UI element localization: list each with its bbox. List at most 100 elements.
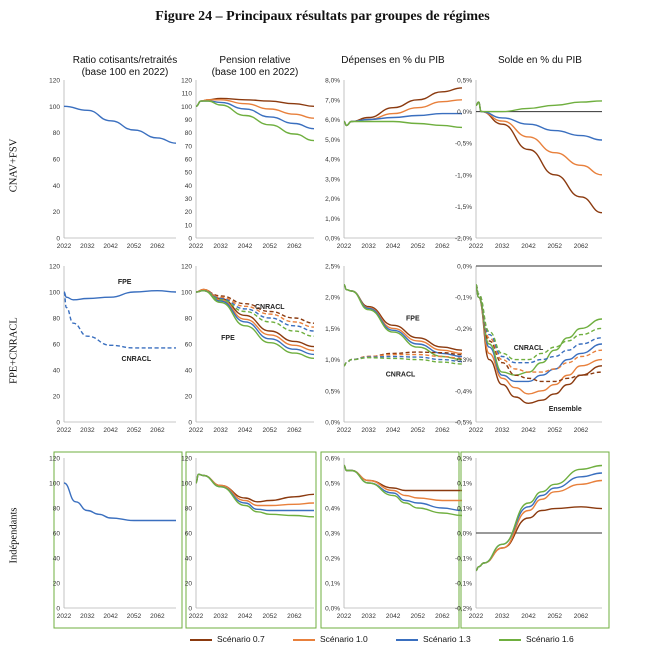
series-line	[195, 288, 315, 352]
y-tick-label: 80	[53, 316, 61, 323]
y-tick-label: 20	[185, 581, 193, 588]
x-tick-label: 2022	[469, 243, 484, 250]
y-tick-label: 20	[53, 581, 61, 588]
x-tick-label: 2052	[548, 613, 563, 620]
panel-border	[320, 451, 460, 629]
series-line	[475, 284, 603, 373]
chart-panel-c02: 0,0% 1,0% 2,0% 3,0% 4,0% 5,0% 6,0% 7,0% 8,0% 2022…	[325, 78, 463, 250]
y-tick-label: 120	[181, 456, 192, 463]
legend-swatch	[190, 639, 212, 641]
y-tick-label: 100	[181, 290, 192, 297]
y-tick-label: 100	[49, 104, 60, 111]
x-tick-label: 2032	[213, 427, 228, 434]
x-tick-label: 2022	[337, 613, 352, 620]
x-tick-label: 2032	[80, 427, 95, 434]
y-tick-label: 120	[49, 264, 60, 271]
series-line	[475, 472, 603, 572]
y-tick-label: 0,2%	[325, 556, 340, 563]
y-tick-label: 80	[185, 506, 193, 513]
x-tick-label: 2052	[411, 243, 426, 250]
y-tick-label: 100	[49, 290, 60, 297]
x-tick-label: 2062	[574, 613, 589, 620]
series-line	[63, 105, 177, 144]
figure-title: Figure 24 – Principaux résultats par gro…	[155, 9, 490, 24]
x-tick-label: 2042	[103, 427, 118, 434]
annotation-label: FPE	[118, 279, 132, 286]
x-tick-label: 2052	[263, 243, 278, 250]
y-tick-label: 70	[185, 143, 193, 150]
y-tick-label: 0,0%	[457, 531, 472, 538]
x-tick-label: 2042	[521, 613, 536, 620]
annotation-label: CNRACL	[386, 371, 416, 378]
y-tick-label: 6,0%	[325, 117, 340, 124]
panel-border	[460, 451, 610, 629]
series-line	[343, 356, 463, 367]
annotation-label: Ensemble	[549, 406, 582, 413]
x-tick-label: 2042	[238, 427, 253, 434]
x-tick-label: 2052	[411, 613, 426, 620]
y-tick-label: 40	[185, 183, 193, 190]
series-line	[343, 284, 463, 355]
legend-item: Scénario 0.7	[190, 633, 290, 647]
y-tick-label: 10	[185, 222, 193, 229]
series-line	[63, 291, 176, 349]
x-tick-label: 2022	[57, 613, 72, 620]
y-tick-label: 120	[49, 78, 60, 85]
x-tick-label: 2052	[411, 427, 426, 434]
y-tick-label: 50	[185, 170, 193, 177]
x-tick-label: 2032	[495, 613, 510, 620]
x-tick-label: 2022	[337, 243, 352, 250]
legend-label: Scénario 1.3	[423, 634, 471, 644]
x-tick-label: 2052	[548, 427, 563, 434]
y-tick-label: 100	[49, 481, 60, 488]
annotation-label: CNRACL	[122, 356, 152, 363]
annotation-label: FPE	[406, 315, 420, 322]
y-tick-label: 60	[53, 157, 61, 164]
series-line	[63, 289, 177, 301]
column-title-line: (base 100 en 2022)	[211, 67, 299, 78]
column-title-depenses: Dépenses en % du PIB	[328, 55, 458, 67]
series-line	[343, 284, 463, 351]
chart-panel-c21: 0 20 40 60 80 100 120 2022 2032 2042 2052 2062	[181, 451, 317, 629]
x-tick-label: 2062	[287, 243, 302, 250]
series-line	[343, 464, 463, 512]
x-tick-label: 2022	[337, 427, 352, 434]
legend: Scénario 0.7 Scénario 1.0 Scénario 1.3 S…	[190, 633, 630, 647]
y-tick-label: 3,0%	[325, 176, 340, 183]
x-tick-label: 2052	[127, 243, 142, 250]
series-line	[343, 112, 463, 127]
legend-swatch	[396, 639, 418, 641]
y-tick-label: 1,0%	[325, 357, 340, 364]
chart-panel-c00: 0 20 40 60 80 100 120 2022 2032 2042 2052 2062	[49, 78, 177, 250]
series-line	[343, 464, 462, 502]
x-tick-label: 2052	[127, 613, 142, 620]
y-tick-label: 1,0%	[325, 216, 340, 223]
x-tick-label: 2022	[469, 427, 484, 434]
x-tick-label: 2062	[574, 427, 589, 434]
y-tick-label: 0	[188, 236, 192, 243]
x-tick-label: 2042	[238, 613, 253, 620]
chart-panel-c01: 0 10 20 30 40 50 60 70 80 90 100 110 120 2022 2032 2042…	[181, 78, 315, 250]
annotation-label: FPE	[221, 335, 235, 342]
y-tick-label: 0,1%	[457, 506, 472, 513]
y-tick-label: 2,0%	[325, 295, 340, 302]
y-tick-label: 80	[185, 130, 193, 137]
x-tick-label: 2042	[521, 243, 536, 250]
y-tick-label: 0,3%	[325, 531, 340, 538]
y-tick-label: 110	[182, 91, 193, 98]
y-tick-label: 0	[188, 420, 192, 427]
annotation-label: CNRACL	[255, 304, 285, 311]
y-tick-label: 0,2%	[457, 456, 472, 463]
x-tick-label: 2032	[361, 427, 376, 434]
y-tick-label: 8,0%	[325, 78, 340, 85]
y-tick-label: 40	[185, 368, 193, 375]
series-line	[343, 284, 463, 361]
y-tick-label: 0	[188, 606, 192, 613]
y-tick-label: 5,0%	[325, 137, 340, 144]
column-title-line: Ratio cotisants/retraités	[72, 55, 178, 66]
legend-label: Scénario 0.7	[217, 634, 265, 644]
y-tick-label: 40	[185, 556, 193, 563]
y-tick-label: 0,1%	[457, 481, 472, 488]
x-tick-label: 2032	[80, 243, 95, 250]
x-tick-label: 2042	[521, 427, 536, 434]
